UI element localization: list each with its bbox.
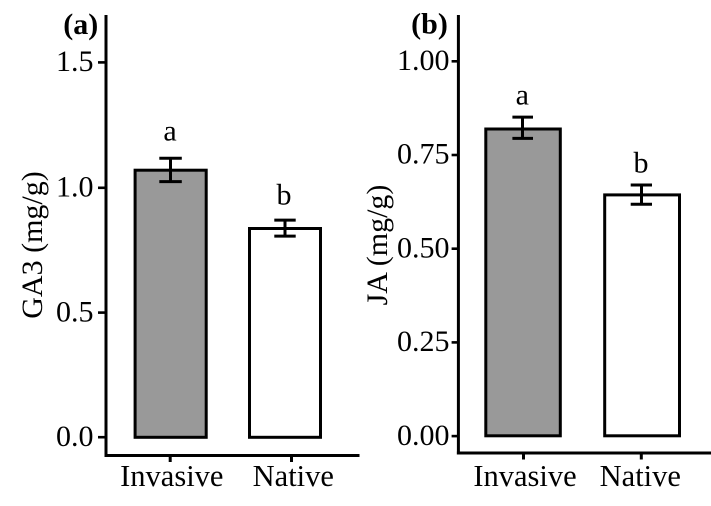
svg-text:0.00: 0.00 xyxy=(397,419,450,452)
svg-text:JA (mg/g): JA (mg/g) xyxy=(361,185,394,306)
svg-text:0.0: 0.0 xyxy=(56,420,94,453)
svg-text:0.25: 0.25 xyxy=(397,325,450,358)
svg-text:Invasive: Invasive xyxy=(120,459,223,493)
svg-text:b: b xyxy=(277,178,292,211)
svg-text:(b): (b) xyxy=(411,8,448,41)
svg-text:0.50: 0.50 xyxy=(397,231,450,264)
svg-text:0.5: 0.5 xyxy=(56,295,94,328)
svg-text:(a): (a) xyxy=(63,8,98,41)
svg-text:Invasive: Invasive xyxy=(473,459,576,493)
svg-text:Native: Native xyxy=(253,459,334,493)
svg-text:1.00: 1.00 xyxy=(397,44,450,77)
svg-text:1.0: 1.0 xyxy=(56,171,94,204)
svg-text:Native: Native xyxy=(600,459,681,493)
svg-text:a: a xyxy=(516,78,529,111)
svg-text:a: a xyxy=(163,114,176,147)
svg-text:1.5: 1.5 xyxy=(56,45,94,78)
svg-text:b: b xyxy=(634,146,649,179)
svg-text:GA3 (mg/g): GA3 (mg/g) xyxy=(16,171,49,318)
svg-text:0.75: 0.75 xyxy=(397,138,450,171)
